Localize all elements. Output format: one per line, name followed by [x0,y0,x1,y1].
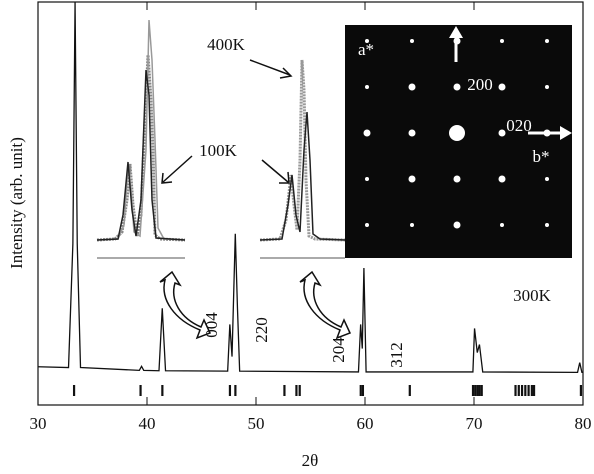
diffraction-spot [409,84,416,91]
y-axis-label: Intensity (arb. unit) [7,137,26,269]
inset-label: a* [358,40,374,59]
diffraction-spot [545,177,549,181]
reflection-tick [528,385,530,396]
reflection-tick [234,385,236,396]
diffraction-spot [545,223,549,227]
inset-label: b* [533,147,550,166]
diffraction-spot [454,222,461,229]
reflection-tick [531,385,533,396]
x-axis-label: 2θ [302,451,319,470]
x-tick-label: 60 [357,414,374,433]
diffraction-spot [499,130,506,137]
x-tick-label: 70 [466,414,483,433]
diffraction-spot [499,84,506,91]
diffraction-spot [545,39,549,43]
reflection-tick [580,385,582,396]
annotation: 300K [513,286,552,305]
reflection-tick [478,385,480,396]
diffraction-spot [365,177,369,181]
inset-right [260,60,345,258]
diffraction-spot [410,39,414,43]
inset-label: 020 [506,116,532,135]
x-tick-label: 80 [575,414,592,433]
reflection-tick [139,385,141,396]
annotation: 100K [199,141,238,160]
reflection-tick [481,385,483,396]
reflection-tick [474,385,476,396]
reflection-tick [299,385,301,396]
diffraction-spot [410,223,414,227]
reflection-tick [161,385,163,396]
diffraction-spot [500,223,504,227]
annotation: 312 [387,342,406,368]
diffraction-spot [454,84,461,91]
annotation: 204 [329,337,348,363]
diffraction-spot [365,223,369,227]
diffraction-spot [499,176,506,183]
diffraction-spot [500,39,504,43]
x-tick-label: 30 [30,414,47,433]
annotation: 400K [207,35,246,54]
diffraction-inset [345,25,572,258]
x-tick-label: 40 [139,414,156,433]
diffraction-spot [409,130,416,137]
reflection-tick [514,385,516,396]
pointer-arrows [162,60,291,183]
diffraction-spot [454,176,461,183]
reflection-tick [518,385,520,396]
reflection-tick [73,385,75,396]
annotation: 220 [252,317,271,343]
inset-label: 200 [467,75,493,94]
inset-left [97,20,185,258]
x-tick-label: 50 [248,414,265,433]
diffraction-spot [365,85,369,89]
reflection-tick [521,385,523,396]
diffraction-spot [449,125,465,141]
reflection-tick [362,385,364,396]
reflection-tick [533,385,535,396]
reflection-tick [472,385,474,396]
reflection-tick [229,385,231,396]
reflection-tick [476,385,478,396]
reflection-tick [360,385,362,396]
reflection-tick [524,385,526,396]
chart: 2θ Intensity (arb. unit) 30 40 50 60 70 80 004… [0,0,594,474]
diffraction-spot [409,176,416,183]
reflection-tick [409,385,411,396]
reflection-tick [295,385,297,396]
diffraction-spot [545,85,549,89]
annotation: 004 [202,312,221,338]
reflection-tick [283,385,285,396]
diffraction-spot [364,130,371,137]
